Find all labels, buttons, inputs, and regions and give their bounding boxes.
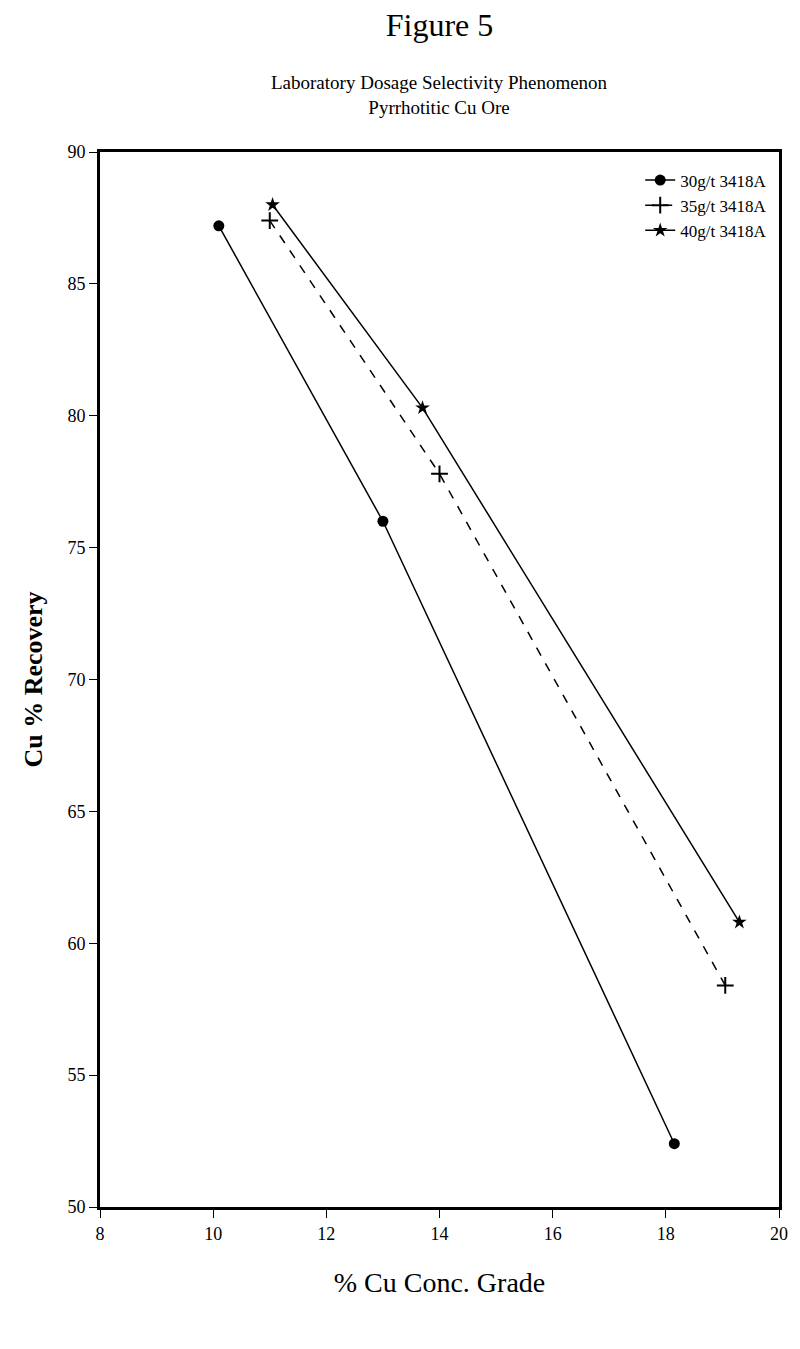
svg-text:10: 10 [204, 1224, 222, 1244]
svg-text:Cu % Recovery: Cu % Recovery [19, 591, 48, 767]
svg-text:Figure 5: Figure 5 [386, 7, 494, 43]
svg-text:80: 80 [67, 406, 85, 426]
svg-text:65: 65 [67, 802, 85, 822]
svg-text:% Cu Conc. Grade: % Cu Conc. Grade [334, 1267, 546, 1298]
svg-text:12: 12 [317, 1224, 335, 1244]
svg-text:8: 8 [96, 1224, 105, 1244]
svg-text:90: 90 [67, 142, 85, 162]
svg-text:55: 55 [67, 1065, 85, 1085]
svg-text:20: 20 [770, 1224, 788, 1244]
svg-text:Laboratory Dosage Selectivity: Laboratory Dosage Selectivity Phenomenon… [271, 72, 608, 118]
svg-text:35g/t 3418A: 35g/t 3418A [680, 197, 766, 216]
svg-text:85: 85 [67, 274, 85, 294]
svg-text:60: 60 [67, 934, 85, 954]
svg-text:50: 50 [67, 1197, 85, 1217]
svg-text:70: 70 [67, 670, 85, 690]
svg-text:18: 18 [657, 1224, 675, 1244]
svg-text:75: 75 [67, 538, 85, 558]
svg-text:30g/t 3418A: 30g/t 3418A [680, 172, 766, 191]
svg-text:16: 16 [544, 1224, 562, 1244]
svg-text:14: 14 [431, 1224, 449, 1244]
svg-text:40g/t 3418A: 40g/t 3418A [680, 222, 766, 241]
